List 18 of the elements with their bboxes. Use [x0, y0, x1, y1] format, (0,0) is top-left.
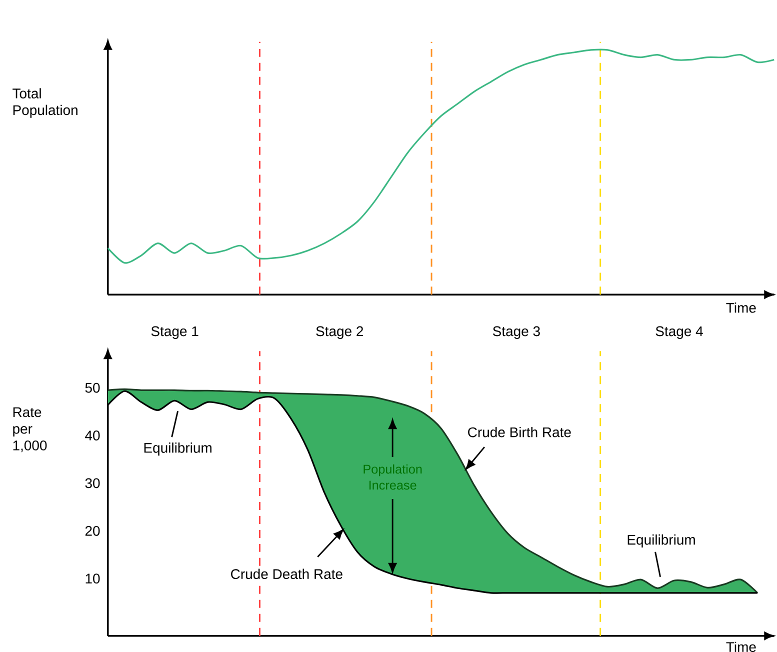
text: Stage 4	[656, 326, 703, 339]
x-axis-title: Time	[726, 642, 756, 652]
series-label: Crude Birth Rate	[468, 426, 571, 438]
legend-label: Crude Death Rate	[231, 568, 342, 580]
y-tick-label: 50	[85, 382, 100, 393]
annotation: Population Increase	[364, 464, 422, 490]
text: Stage 2	[316, 326, 363, 339]
y-tick-label: 10	[86, 574, 100, 584]
y-axis-title: Total Population	[12, 88, 78, 118]
y-tick-label: 30	[85, 478, 100, 488]
text: Stage 1	[151, 326, 198, 339]
text: Stage 3	[492, 326, 540, 339]
x-axis-title: Time	[726, 302, 756, 313]
y-axis-title: Rate per 1,000	[13, 407, 47, 452]
annotation: Equilibrium	[144, 442, 212, 456]
y-tick-label: 20	[85, 526, 100, 536]
annotation: Equilibrium	[628, 534, 695, 548]
y-tick-label: 40	[85, 430, 100, 440]
